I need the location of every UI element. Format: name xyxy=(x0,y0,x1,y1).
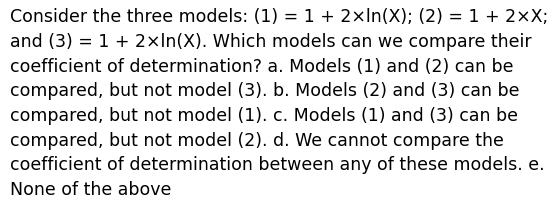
Text: coefficient of determination between any of these models. e.: coefficient of determination between any… xyxy=(10,156,545,174)
Text: coefficient of determination? a. Models (1) and (2) can be: coefficient of determination? a. Models … xyxy=(10,58,513,76)
Text: and (3) = 1 + 2×ln(X). Which models can we compare their: and (3) = 1 + 2×ln(X). Which models can … xyxy=(10,33,532,51)
Text: None of the above: None of the above xyxy=(10,181,171,199)
Text: compared, but not model (2). d. We cannot compare the: compared, but not model (2). d. We canno… xyxy=(10,132,504,150)
Text: compared, but not model (1). c. Models (1) and (3) can be: compared, but not model (1). c. Models (… xyxy=(10,107,518,125)
Text: Consider the three models: (1) = 1 + 2×ln(X); (2) = 1 + 2×X;: Consider the three models: (1) = 1 + 2×l… xyxy=(10,8,549,26)
Text: compared, but not model (3). b. Models (2) and (3) can be: compared, but not model (3). b. Models (… xyxy=(10,82,519,100)
